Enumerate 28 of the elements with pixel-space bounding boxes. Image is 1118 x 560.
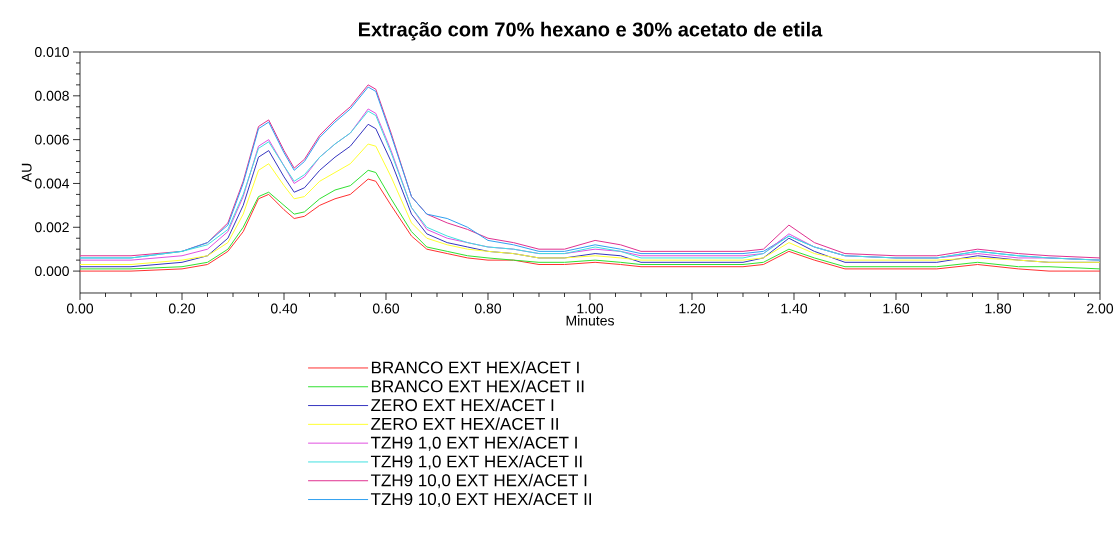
x-tick-label: 1.80 [985,303,1012,314]
legend-label: BRANCO EXT HEX/ACET I [371,361,579,374]
y-tick-label: 0.006 [34,134,69,145]
y-tick-label: 0.000 [34,266,69,277]
x-tick-label: 0.00 [66,303,94,314]
legend-label: ZERO EXT HEX/ACET II [371,417,558,430]
x-tick-label: 2.00 [1087,303,1114,314]
legend-label: TZH9 1,0 EXT HEX/ACET I [370,436,577,451]
y-tick-label: 0.010 [34,47,69,57]
x-tick-label: 1.00 [577,303,604,314]
y-axis-title: AU [21,163,32,183]
legend-label: ZERO EXT HEX/ACET I [371,398,554,412]
x-axis-title: Minutes [566,315,614,326]
chart-title: Extração com 70% hexano e 30% acetato de etila [359,21,823,41]
x-tick-label: 1.20 [679,303,706,314]
x-tick-label: 1.40 [781,303,808,314]
x-tick-label: 0.60 [372,303,400,314]
x-tick-label: 0.40 [270,303,298,314]
legend-label: BRANCO EXT HEX/ACET II [371,379,584,393]
x-tick-label: 0.80 [474,303,502,314]
x-tick-label: 1.60 [883,303,910,314]
x-tick-label: 0.20 [168,303,196,314]
legend-label: TZH9 10,0 EXT HEX/ACET II [370,492,592,508]
legend-label: TZH9 1,0 EXT HEX/ACET II [370,455,582,470]
y-tick-label: 0.004 [34,178,70,189]
y-tick-label: 0.002 [34,222,69,233]
y-tick-label: 0.008 [34,90,69,101]
legend-label: TZH9 10,0 EXT HEX/ACET I [370,473,587,489]
